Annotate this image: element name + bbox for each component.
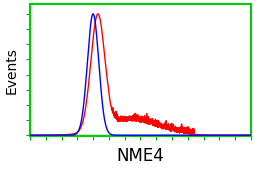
Y-axis label: Events: Events <box>4 47 18 94</box>
X-axis label: NME4: NME4 <box>116 147 164 165</box>
